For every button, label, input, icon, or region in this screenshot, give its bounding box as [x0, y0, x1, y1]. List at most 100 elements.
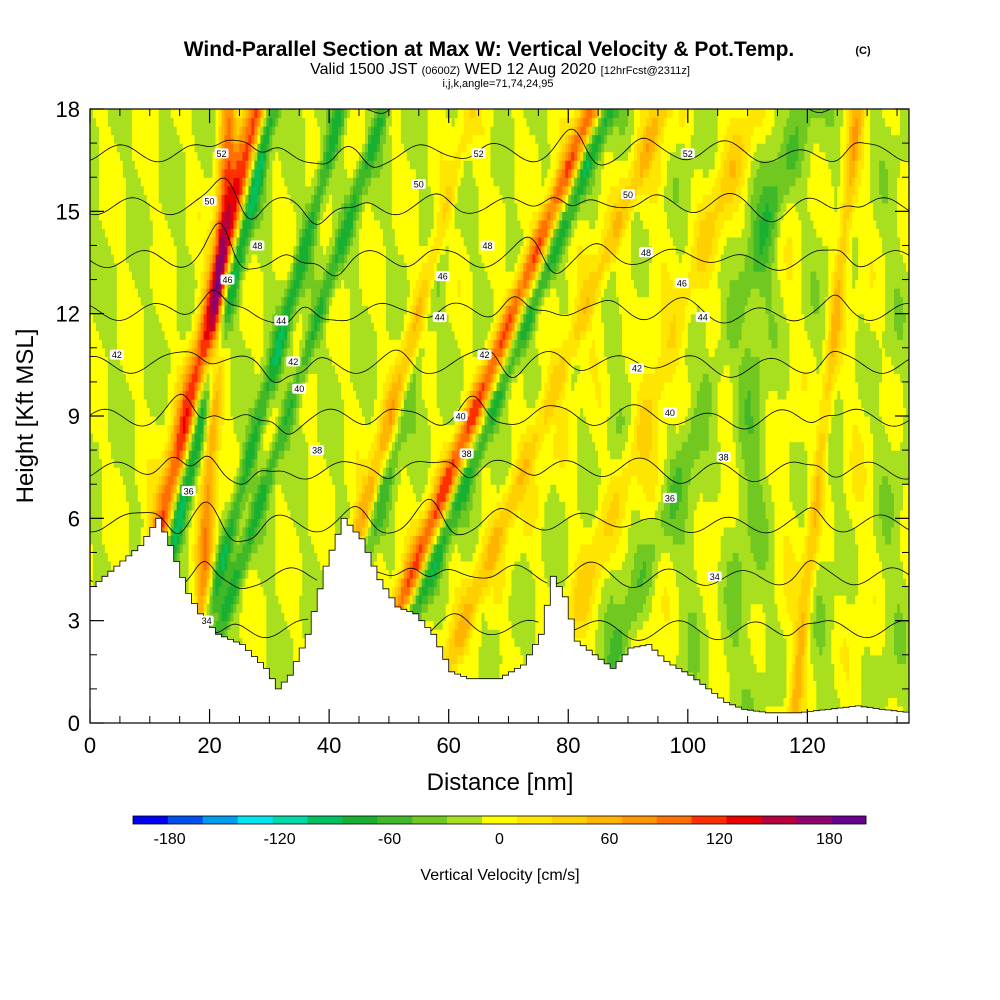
velocity-cell	[176, 271, 181, 281]
velocity-cell	[182, 194, 187, 204]
velocity-cell	[185, 117, 190, 127]
velocity-cell	[131, 134, 136, 144]
velocity-cell	[242, 126, 247, 136]
velocity-cell	[185, 552, 190, 562]
velocity-cell	[176, 450, 181, 460]
velocity-cell	[197, 228, 202, 238]
velocity-cell	[176, 552, 181, 562]
velocity-cell	[272, 560, 276, 571]
velocity-cell	[158, 322, 163, 332]
velocity-cell	[203, 492, 208, 502]
velocity-cell	[290, 279, 294, 289]
velocity-cell	[164, 509, 169, 519]
velocity-cell	[221, 518, 226, 528]
velocity-cell	[140, 535, 145, 545]
velocity-cell	[209, 543, 214, 554]
velocity-cell	[173, 450, 178, 460]
velocity-cell	[275, 219, 279, 229]
velocity-cell	[107, 117, 112, 127]
velocity-cell	[281, 526, 285, 536]
velocity-cell	[266, 535, 270, 545]
velocity-cell	[263, 475, 267, 485]
velocity-cell	[149, 253, 154, 264]
velocity-cell	[110, 194, 115, 204]
velocity-cell	[191, 475, 196, 485]
velocity-cell	[176, 296, 181, 306]
velocity-cell	[227, 518, 232, 528]
chart-title: Wind-Parallel Section at Max W: Vertical…	[184, 38, 795, 61]
velocity-cell	[143, 467, 148, 477]
velocity-cell	[134, 467, 139, 477]
velocity-cell	[251, 381, 255, 392]
velocity-cell	[269, 578, 273, 588]
velocity-cell	[155, 356, 160, 366]
velocity-cell	[125, 228, 130, 238]
velocity-cell	[104, 330, 109, 340]
velocity-cell	[164, 279, 169, 289]
velocity-cell	[209, 535, 214, 545]
velocity-cell	[101, 373, 106, 383]
velocity-cell	[104, 381, 109, 392]
velocity-cell	[245, 271, 250, 281]
velocity-cell	[137, 236, 142, 247]
velocity-cell	[176, 543, 181, 554]
velocity-cell	[239, 347, 244, 357]
velocity-cell	[269, 160, 273, 170]
velocity-cell	[98, 492, 103, 502]
velocity-cell	[215, 501, 220, 511]
velocity-cell	[185, 313, 190, 323]
velocity-cell	[230, 313, 235, 323]
velocity-cell	[101, 330, 106, 340]
velocity-cell	[143, 160, 148, 170]
velocity-cell	[167, 211, 172, 221]
velocity-cell	[143, 322, 148, 332]
velocity-cell	[257, 202, 261, 212]
velocity-cell	[116, 126, 121, 136]
velocity-cell	[278, 151, 282, 161]
velocity-cell	[90, 219, 94, 229]
velocity-cell	[95, 347, 100, 357]
velocity-cell	[245, 424, 250, 434]
velocity-cell	[260, 330, 264, 340]
velocity-cell	[275, 109, 279, 119]
velocity-cell	[179, 441, 184, 451]
velocity-cell	[281, 620, 285, 630]
velocity-cell	[242, 526, 247, 536]
velocity-cell	[290, 168, 294, 178]
velocity-cell	[164, 305, 169, 315]
velocity-cell	[221, 109, 226, 119]
velocity-cell	[128, 185, 133, 195]
velocity-cell	[179, 330, 184, 340]
velocity-cell	[221, 168, 226, 178]
velocity-cell	[194, 501, 199, 511]
velocity-cell	[128, 475, 133, 485]
velocity-cell	[143, 526, 148, 536]
velocity-cell	[200, 390, 205, 400]
velocity-cell	[170, 296, 175, 306]
velocity-cell	[251, 177, 255, 187]
velocity-cell	[176, 373, 181, 383]
velocity-cell	[266, 322, 270, 332]
velocity-cell	[185, 518, 190, 528]
velocity-cell	[236, 134, 241, 144]
velocity-cell	[131, 518, 136, 528]
velocity-cell	[98, 347, 103, 357]
velocity-cell	[290, 620, 294, 630]
velocity-cell	[272, 253, 276, 264]
velocity-cell	[203, 373, 208, 383]
velocity-cell	[101, 518, 106, 528]
velocity-cell	[287, 586, 291, 596]
velocity-cell	[203, 126, 208, 136]
velocity-cell	[293, 484, 297, 494]
velocity-cell	[92, 450, 97, 460]
velocity-cell	[119, 322, 124, 332]
velocity-cell	[251, 552, 255, 562]
velocity-cell	[239, 441, 244, 451]
velocity-cell	[194, 373, 199, 383]
velocity-cell	[242, 245, 247, 255]
velocity-cell	[272, 143, 276, 153]
velocity-cell	[203, 398, 208, 409]
velocity-cell	[158, 160, 163, 170]
velocity-cell	[254, 322, 258, 332]
velocity-cell	[215, 313, 220, 323]
